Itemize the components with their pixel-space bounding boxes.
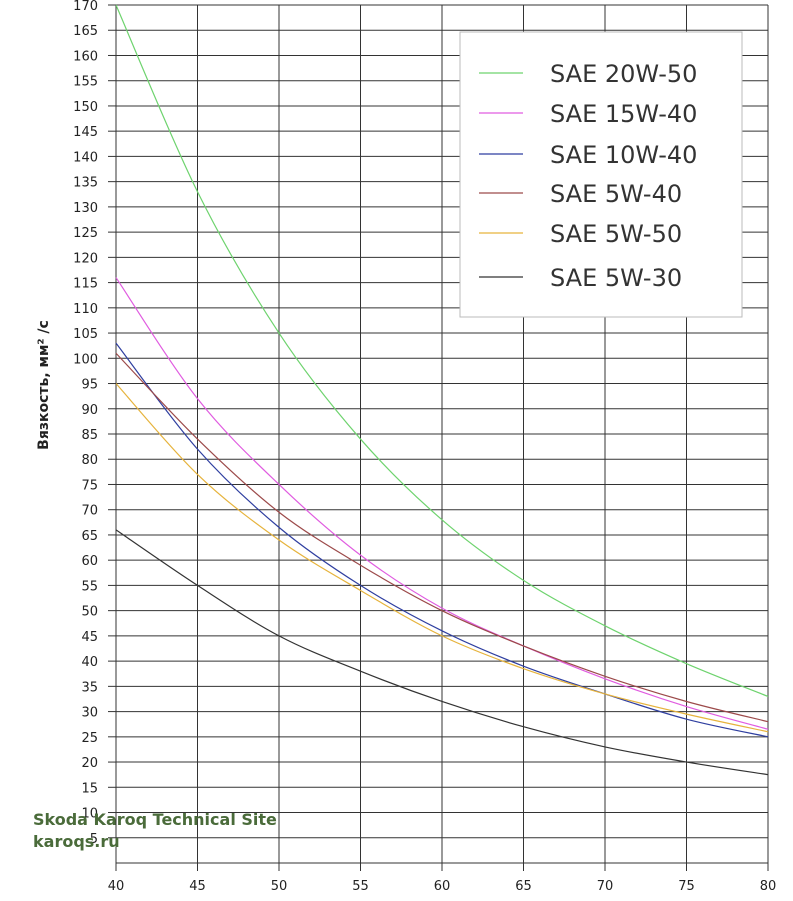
series-line-sae-5w-40 xyxy=(115,352,769,723)
y-tick-label: 75 xyxy=(81,478,98,493)
y-tick-label: 85 xyxy=(81,428,98,443)
y-tick-label: 40 xyxy=(81,655,98,670)
y-tick-label: 60 xyxy=(81,554,98,569)
series-line-sae-20w-50 xyxy=(115,4,769,698)
series-line-sae-5w-50 xyxy=(115,383,769,733)
y-tick-label: 165 xyxy=(73,24,98,39)
y-tick-label: 70 xyxy=(81,504,98,519)
watermark: Skoda Karoq Technical Site karoqs.ru xyxy=(33,810,277,851)
legend-label-sae-5w-30: SAE 5W-30 xyxy=(550,264,682,292)
y-tick-label: 35 xyxy=(81,680,98,695)
y-tick-label: 15 xyxy=(81,781,98,796)
series-line-sae-5w-30 xyxy=(115,529,769,776)
x-tick-label: 45 xyxy=(189,879,206,894)
y-tick-label: 110 xyxy=(73,302,98,317)
series-lines xyxy=(115,4,769,776)
legend-box xyxy=(459,31,743,318)
y-tick-label: 120 xyxy=(73,251,98,266)
y-tick-label: 130 xyxy=(73,201,98,216)
x-tick-label: 70 xyxy=(597,879,614,894)
legend-label-sae-5w-50: SAE 5W-50 xyxy=(550,220,682,248)
x-tick-label: 65 xyxy=(515,879,532,894)
legend-label-sae-20w-50: SAE 20W-50 xyxy=(550,60,697,88)
y-tick-label: 20 xyxy=(81,756,98,771)
watermark-site-name: Skoda Karoq Technical Site xyxy=(33,810,277,829)
y-tick-label: 135 xyxy=(73,176,98,191)
y-tick-label: 80 xyxy=(81,453,98,468)
y-tick-label: 45 xyxy=(81,630,98,645)
y-tick-label: 125 xyxy=(73,226,98,241)
x-tick-label: 40 xyxy=(108,879,125,894)
y-tick-label: 65 xyxy=(81,529,98,544)
x-tick-label: 80 xyxy=(760,879,777,894)
y-tick-label: 95 xyxy=(81,378,98,393)
legend-label-sae-5w-40: SAE 5W-40 xyxy=(550,180,682,208)
y-tick-label: 55 xyxy=(81,579,98,594)
y-tick-label: 10 xyxy=(81,807,98,822)
y-tick-labels: 1701651601551501451401351301251201151101… xyxy=(73,0,116,847)
y-tick-label: 160 xyxy=(73,49,98,64)
series-line-sae-10w-40 xyxy=(115,342,769,738)
legend: SAE 20W-50 SAE 15W-40 SAE 10W-40 SAE 5W-40 S… xyxy=(459,31,743,318)
legend-label-sae-10w-40: SAE 10W-40 xyxy=(550,141,697,169)
y-tick-label: 150 xyxy=(73,100,98,115)
watermark-url: karoqs.ru xyxy=(33,832,120,851)
series-line-sae-15w-40 xyxy=(115,277,769,730)
y-tick-label: 155 xyxy=(73,75,98,90)
y-tick-label: 90 xyxy=(81,403,98,418)
y-tick-label: 50 xyxy=(81,605,98,620)
y-tick-label: 140 xyxy=(73,150,98,165)
y-tick-label: 100 xyxy=(73,352,98,367)
y-tick-label: 25 xyxy=(81,731,98,746)
x-tick-label: 55 xyxy=(352,879,369,894)
x-tick-label: 75 xyxy=(678,879,695,894)
y-tick-label: 30 xyxy=(81,706,98,721)
x-tick-label: 50 xyxy=(271,879,288,894)
y-tick-label: 5 xyxy=(90,832,98,847)
legend-label-sae-15w-40: SAE 15W-40 xyxy=(550,100,697,128)
y-tick-label: 105 xyxy=(73,327,98,342)
y-axis-label: Вязкость, мм² /с xyxy=(36,320,52,450)
y-tick-label: 170 xyxy=(73,0,98,14)
y-tick-label: 115 xyxy=(73,277,98,292)
x-tick-labels: 40 45 50 55 60 65 70 75 80 xyxy=(108,863,777,894)
x-tick-label: 60 xyxy=(434,879,451,894)
y-tick-label: 145 xyxy=(73,125,98,140)
